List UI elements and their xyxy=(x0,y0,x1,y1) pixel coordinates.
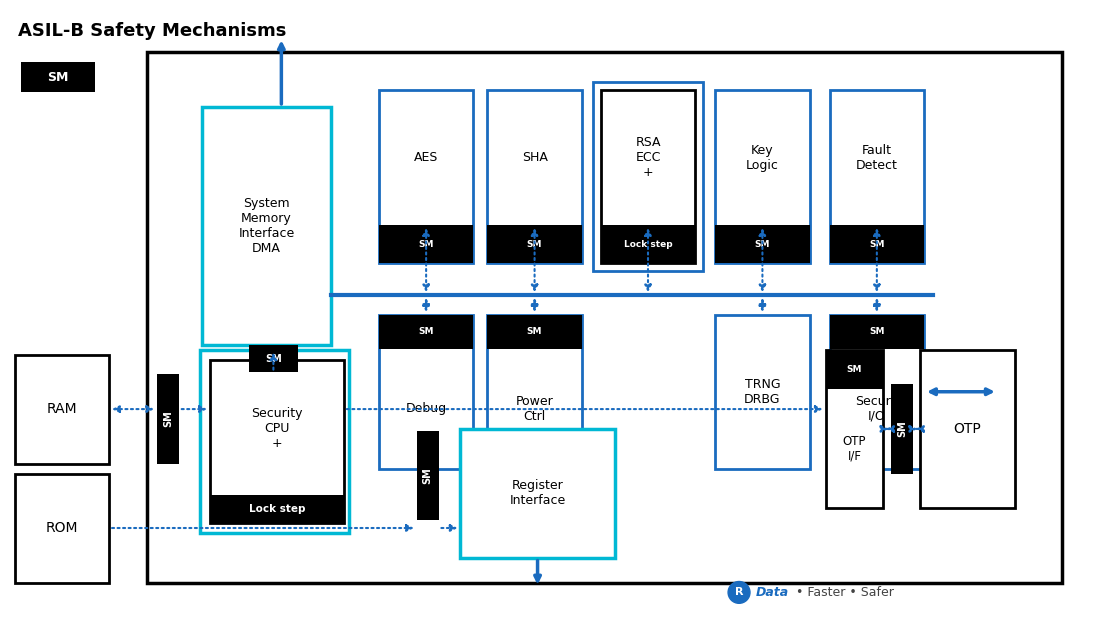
Text: SM: SM xyxy=(418,240,433,249)
Text: SM: SM xyxy=(47,70,68,83)
Bar xyxy=(601,90,695,263)
Text: RSA
ECC
+: RSA ECC + xyxy=(636,136,661,179)
Text: SM: SM xyxy=(527,328,542,336)
Bar xyxy=(487,225,582,263)
Bar xyxy=(14,355,109,463)
Text: Power
Ctrl: Power Ctrl xyxy=(516,395,553,423)
Text: TRNG
DRBG: TRNG DRBG xyxy=(745,378,781,406)
Text: ROM: ROM xyxy=(46,521,78,535)
Bar xyxy=(378,315,473,349)
Bar xyxy=(210,495,344,523)
Bar xyxy=(378,90,473,263)
Text: Key
Logic: Key Logic xyxy=(746,144,779,172)
Text: System
Memory
Interface
DMA: System Memory Interface DMA xyxy=(239,197,295,255)
Bar xyxy=(826,350,883,389)
Bar xyxy=(147,52,1063,582)
Text: SM: SM xyxy=(755,240,770,249)
Bar xyxy=(378,225,473,263)
Text: OTP
I/F: OTP I/F xyxy=(843,435,866,463)
Text: AES: AES xyxy=(414,151,438,164)
Text: RAM: RAM xyxy=(46,402,77,416)
Bar xyxy=(487,315,582,349)
Bar xyxy=(826,350,883,508)
Bar xyxy=(210,360,344,523)
Bar xyxy=(829,315,924,349)
Bar xyxy=(157,375,179,463)
Bar xyxy=(715,315,810,468)
Bar xyxy=(829,315,924,468)
Text: SM: SM xyxy=(265,354,282,363)
Text: Security
CPU
+: Security CPU + xyxy=(251,407,302,450)
Bar xyxy=(920,350,1014,508)
Bar xyxy=(461,429,615,558)
Text: • Faster • Safer: • Faster • Safer xyxy=(792,586,893,599)
Bar xyxy=(14,473,109,582)
Bar xyxy=(487,315,582,468)
Text: SM: SM xyxy=(898,421,907,437)
Text: SM: SM xyxy=(163,411,173,428)
Circle shape xyxy=(728,581,750,603)
Bar xyxy=(200,350,349,533)
Bar xyxy=(487,90,582,263)
Text: OTP: OTP xyxy=(954,422,981,436)
Text: Register
Interface: Register Interface xyxy=(509,479,565,507)
Text: Debug: Debug xyxy=(406,402,447,415)
Bar xyxy=(829,90,924,263)
Text: SM: SM xyxy=(527,240,542,249)
Text: SM: SM xyxy=(847,365,862,374)
Bar xyxy=(201,107,331,345)
Bar xyxy=(829,225,924,263)
Text: Data: Data xyxy=(756,586,789,599)
Text: Fault
Detect: Fault Detect xyxy=(856,144,898,172)
Text: SM: SM xyxy=(869,240,884,249)
Text: Lock step: Lock step xyxy=(249,504,305,514)
Bar xyxy=(21,62,96,92)
Text: SM: SM xyxy=(422,467,432,484)
Bar xyxy=(378,315,473,468)
Text: Secure
I/O: Secure I/O xyxy=(855,395,899,423)
Bar xyxy=(593,82,703,271)
Bar xyxy=(417,431,439,520)
Text: SM: SM xyxy=(869,328,884,336)
Text: SHA: SHA xyxy=(521,151,548,164)
Bar xyxy=(601,225,695,263)
Text: ASIL-B Safety Mechanisms: ASIL-B Safety Mechanisms xyxy=(18,22,286,39)
Bar xyxy=(715,225,810,263)
Text: SM: SM xyxy=(418,328,433,336)
Bar xyxy=(891,384,913,473)
Text: Lock step: Lock step xyxy=(624,240,672,249)
Bar xyxy=(249,345,298,373)
Bar xyxy=(715,90,810,263)
Text: R: R xyxy=(735,587,744,597)
